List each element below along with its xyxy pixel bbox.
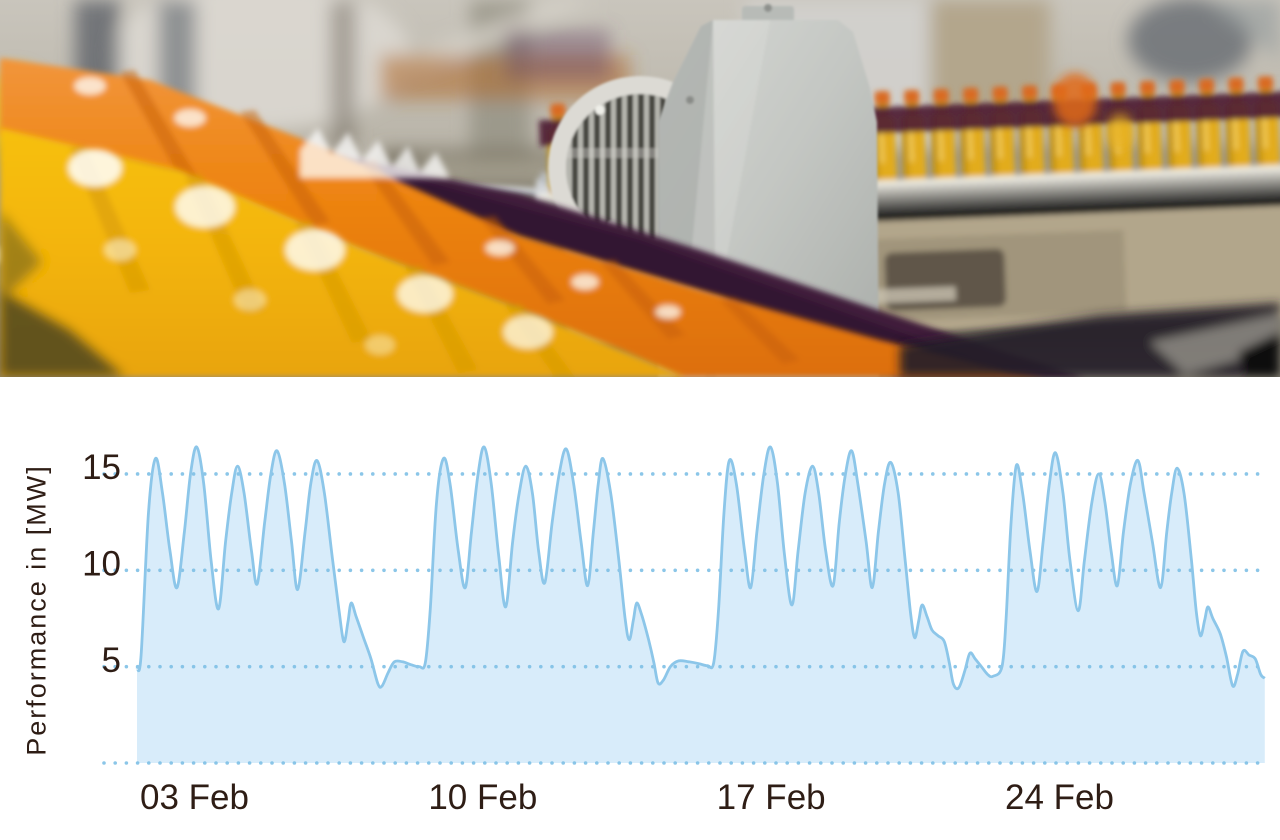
y-tick-label-15: 15	[82, 448, 121, 487]
series-line	[135, 445, 1266, 691]
photo-dark-corner	[900, 73, 1280, 377]
series-area	[137, 446, 1265, 763]
y-tick-label-5: 5	[102, 641, 121, 680]
y-tick-label-10: 10	[82, 545, 121, 584]
yellow-bottle-row	[0, 128, 685, 377]
y-axis-label: Performance in [MW]	[21, 464, 52, 756]
x-tick-label-17-feb: 17 Feb	[717, 778, 826, 817]
x-tick-label-10-feb: 10 Feb	[428, 778, 537, 817]
x-tick-label-03-feb: 03 Feb	[140, 778, 249, 817]
x-tick-label-24-feb: 24 Feb	[1005, 778, 1114, 817]
factory-photo	[0, 0, 1280, 377]
orange-bottle-row	[0, 58, 1045, 377]
factory-photo-svg	[0, 0, 1280, 377]
